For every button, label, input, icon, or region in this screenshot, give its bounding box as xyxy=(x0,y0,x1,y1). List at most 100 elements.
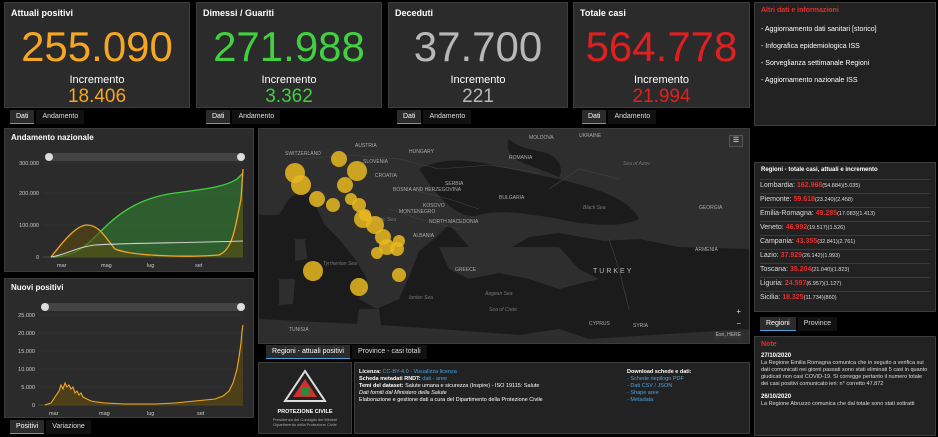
map-panel[interactable]: AUSTRIA HUNGARY SWITZERLAND SLOVENIA CRO… xyxy=(258,128,750,344)
time-slider-track[interactable] xyxy=(43,303,243,311)
metadata-link[interactable]: dati - aree xyxy=(422,376,448,382)
kpi-increment-label: Incremento xyxy=(69,74,125,86)
nuovi-title: Nuovi positivi xyxy=(11,283,64,292)
x-tick: set xyxy=(197,411,205,417)
region-bubble[interactable] xyxy=(326,198,340,212)
map-label: HUNGARY xyxy=(409,149,435,155)
elaborazione-dati: Elaborazione e gestione dati a cura del … xyxy=(359,397,543,403)
map-label: TUNISIA xyxy=(289,327,309,333)
link-sorveglianza-regioni[interactable]: - Sorveglianza settimanale Regioni xyxy=(761,60,870,67)
region-bubble[interactable] xyxy=(359,209,371,221)
kpi-increment-label: Incremento xyxy=(633,74,690,86)
download-shape-link[interactable]: - Shape aree xyxy=(627,390,659,396)
link-aggiornamento-dati[interactable]: - Aggiornamento dati sanitari [storico] xyxy=(761,26,877,33)
tab-regioni-attuali[interactable]: Regioni - attuali positivi xyxy=(266,345,350,359)
region-bubble[interactable] xyxy=(390,242,404,256)
region-row[interactable]: Lazio: 37.929(26.142)(1.993) xyxy=(760,249,930,262)
metadata-label: Scheda metadati RNDT: xyxy=(359,376,421,382)
region-row[interactable]: Veneto: 46.992(19.517)(1.526) xyxy=(760,221,930,234)
altri-dati-panel: Altri dati e informazioni - Aggiornament… xyxy=(754,2,936,126)
time-slider-handle-start[interactable] xyxy=(45,153,53,161)
tab-andamento[interactable]: Andamento xyxy=(423,110,472,124)
region-row[interactable]: Toscana: 35.204(21.040)(1.823) xyxy=(760,263,930,276)
region-name: Toscana: xyxy=(760,266,789,273)
region-total: 35.204 xyxy=(789,266,812,273)
map-label: MOLDOVA xyxy=(529,135,554,141)
series-attuali-area xyxy=(51,169,243,257)
map-layers-button[interactable]: ☰ xyxy=(729,135,743,147)
link-aggiornamento-iss[interactable]: - Aggiornamento nazionale ISS xyxy=(761,77,858,84)
map-label: NORTH MACEDONIA xyxy=(429,219,479,225)
temi-value[interactable]: Salute umana e sicurezza (Inspire) - ISO… xyxy=(405,383,540,389)
region-total: 18.325 xyxy=(782,294,804,301)
logo-text: PROTEZIONE CIVILE xyxy=(277,409,333,415)
download-metadata-link[interactable]: - Metadata xyxy=(627,397,654,403)
region-bubble[interactable] xyxy=(366,216,384,234)
kpi-title: Deceduti xyxy=(395,8,434,18)
region-total: 37.929 xyxy=(780,252,803,259)
download-title: Download schede e dati: xyxy=(627,369,692,375)
region-bubbles[interactable] xyxy=(285,151,406,296)
map-canvas[interactable]: AUSTRIA HUNGARY SWITZERLAND SLOVENIA CRO… xyxy=(259,129,749,343)
region-bubble[interactable] xyxy=(347,161,367,181)
tab-dati[interactable]: Dati xyxy=(206,110,231,124)
kpi-totale-casi: Totale casi 564.778 Incremento 21.994 xyxy=(573,2,750,108)
region-row[interactable]: Lombardia: 162.968(54.884)(5.035) xyxy=(760,179,930,192)
map-credit: Esri, HERE xyxy=(713,331,743,339)
region-row[interactable]: Liguria: 24.597(6.957)(1.127) xyxy=(760,277,930,290)
download-csv-link[interactable]: - Dati CSV / JSON xyxy=(627,383,673,389)
tab-positivi[interactable]: Positivi xyxy=(10,420,45,434)
tab-dati[interactable]: Dati xyxy=(397,110,422,124)
tab-regioni[interactable]: Regioni xyxy=(760,317,796,331)
region-row[interactable]: Emilia-Romagna: 49.285(17.083)(1.413) xyxy=(760,207,930,220)
tab-andamento[interactable]: Andamento xyxy=(36,110,85,124)
tab-province[interactable]: Province xyxy=(797,317,837,331)
kpi-value: 37.700 xyxy=(413,23,543,70)
zoom-in-button[interactable]: + xyxy=(736,307,741,316)
link-infografica-iss[interactable]: - Infografica epidemiologica ISS xyxy=(761,43,860,50)
logo-subtext: Presidenza del Consiglio dei Ministri Di… xyxy=(272,417,338,427)
x-tick: mar xyxy=(49,411,59,417)
region-bubble[interactable] xyxy=(350,278,368,296)
region-bubble[interactable] xyxy=(331,151,347,167)
andamento-chart: 300.000 200.000 100.000 0 mar mag lug se… xyxy=(19,153,245,269)
time-slider-handle-end[interactable] xyxy=(237,303,245,311)
region-name: Lombardia: xyxy=(760,182,796,189)
region-bubble[interactable] xyxy=(309,191,325,207)
region-name: Emilia-Romagna: xyxy=(760,210,814,217)
license-link[interactable]: CC-BY-4.0 - Visualizza licenza xyxy=(382,369,457,375)
map-label: SERBIA xyxy=(445,181,464,187)
tab-dati[interactable]: Dati xyxy=(582,110,607,124)
time-slider-track[interactable] xyxy=(49,153,243,161)
map-label: KOSOVO xyxy=(423,203,445,209)
regioni-panel: Regioni - totale casi, attuali e increme… xyxy=(754,162,936,312)
map-label: Black Sea xyxy=(583,205,606,211)
zoom-out-button[interactable]: − xyxy=(736,319,741,328)
region-bubble[interactable] xyxy=(371,247,383,259)
andamento-nazionale-panel: Andamento nazionale 300.000 200.000 100.… xyxy=(4,128,254,272)
download-pdf-link[interactable]: - Schede riepilogo PDF xyxy=(627,376,684,382)
region-name: Piemonte: xyxy=(760,196,792,203)
kpi-tabs-guariti: Dati Andamento xyxy=(206,110,281,124)
region-row[interactable]: Campania: 43.355(32.841)(2.761) xyxy=(760,235,930,248)
region-row[interactable]: Sicilia: 18.325(11.734)(860) xyxy=(760,291,930,304)
tab-dati[interactable]: Dati xyxy=(10,110,35,124)
nuovi-positivi-panel: Nuovi positivi 25.000 20.000 15.000 10.0… xyxy=(4,278,254,418)
region-bubble[interactable] xyxy=(337,177,353,193)
time-slider-handle-start[interactable] xyxy=(41,303,49,311)
time-slider-handle-end[interactable] xyxy=(237,153,245,161)
tab-andamento[interactable]: Andamento xyxy=(608,110,657,124)
tab-variazione[interactable]: Variazione xyxy=(46,420,91,434)
altri-dati-title: Altri dati e informazioni xyxy=(761,7,839,14)
region-row[interactable]: Piemonte: 59.618(23.240)(2.458) xyxy=(760,193,930,206)
tab-province-totali[interactable]: Province - casi totali xyxy=(351,345,427,359)
region-bubble[interactable] xyxy=(303,261,323,281)
tab-andamento[interactable]: Andamento xyxy=(232,110,281,124)
map-label: Tyrrhenian Sea xyxy=(323,261,357,267)
region-name: Lazio: xyxy=(760,252,779,259)
region-extra: (21.040)(1.823) xyxy=(811,267,850,273)
region-bubble[interactable] xyxy=(392,268,406,282)
kpi-increment-label: Incremento xyxy=(261,74,317,86)
region-bubble[interactable] xyxy=(291,175,311,195)
region-bubble[interactable] xyxy=(352,198,366,212)
